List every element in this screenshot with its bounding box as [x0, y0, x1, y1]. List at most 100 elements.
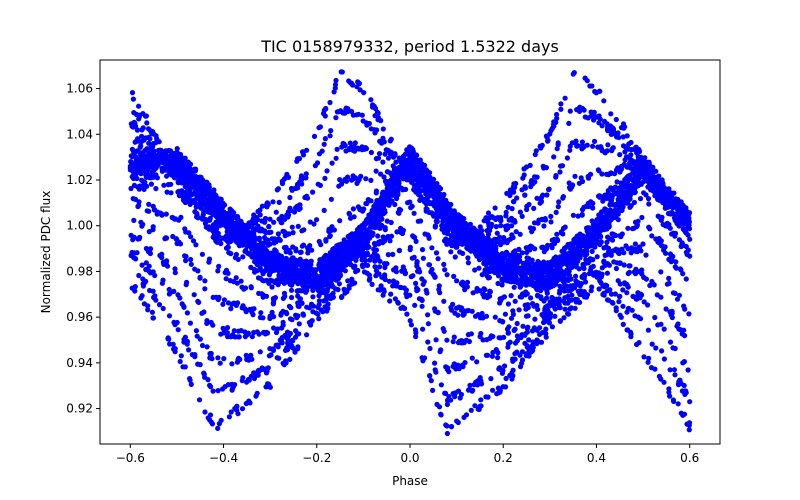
data-point	[412, 302, 418, 308]
data-point	[246, 251, 252, 257]
data-point	[304, 332, 310, 338]
data-point	[425, 339, 431, 345]
data-point	[289, 255, 296, 261]
data-point	[328, 196, 334, 202]
data-point	[151, 148, 157, 154]
data-point	[573, 138, 579, 144]
data-point	[507, 254, 513, 260]
data-point	[591, 270, 598, 276]
data-point	[335, 287, 341, 293]
data-point	[523, 245, 529, 251]
data-point	[616, 293, 623, 300]
data-point	[628, 152, 634, 158]
data-point	[364, 227, 370, 233]
data-point	[367, 275, 373, 281]
data-point	[555, 142, 561, 148]
data-point	[158, 151, 164, 157]
data-point	[570, 71, 576, 77]
data-point	[568, 297, 575, 303]
data-point	[134, 138, 140, 144]
data-point	[388, 149, 394, 155]
data-point	[604, 270, 611, 276]
data-point	[390, 278, 397, 284]
data-point	[629, 307, 635, 313]
data-point	[373, 168, 379, 174]
data-point	[610, 145, 616, 151]
data-point	[273, 209, 279, 215]
data-point	[361, 269, 368, 275]
data-point	[547, 131, 553, 137]
data-point	[620, 303, 626, 309]
data-point	[293, 257, 299, 264]
data-point	[296, 321, 302, 327]
data-point	[281, 245, 287, 251]
data-point	[653, 345, 659, 351]
data-point	[404, 311, 410, 317]
data-point	[333, 77, 339, 84]
data-point	[273, 342, 279, 348]
data-point	[504, 190, 510, 196]
data-point	[310, 309, 316, 315]
data-point	[658, 294, 664, 300]
data-point	[588, 199, 594, 205]
data-point	[501, 254, 507, 260]
data-point	[363, 176, 369, 182]
data-point	[383, 147, 389, 153]
data-point	[582, 75, 588, 81]
data-point	[388, 291, 394, 297]
data-point	[166, 291, 172, 297]
data-point	[132, 120, 138, 126]
data-point	[624, 283, 631, 289]
data-point	[352, 280, 358, 286]
data-point	[359, 147, 365, 153]
data-point	[337, 218, 343, 224]
data-point	[596, 120, 602, 126]
data-point	[625, 306, 631, 312]
data-point	[287, 356, 293, 362]
data-point	[565, 293, 571, 300]
data-point	[652, 366, 658, 372]
data-point	[662, 202, 668, 208]
data-point	[632, 189, 638, 195]
data-point	[598, 144, 604, 150]
data-point	[407, 318, 413, 324]
data-point	[551, 154, 557, 160]
data-point	[453, 362, 459, 368]
data-point	[287, 194, 293, 201]
data-point	[620, 287, 626, 293]
data-point	[616, 299, 622, 305]
data-point	[350, 112, 356, 118]
data-point	[659, 348, 665, 354]
data-point	[545, 138, 551, 144]
data-point	[501, 238, 507, 244]
data-point	[130, 172, 137, 179]
data-point	[554, 111, 560, 118]
data-point	[553, 209, 559, 215]
data-point	[667, 339, 674, 345]
data-point	[345, 278, 351, 284]
data-point	[612, 130, 618, 136]
data-point	[249, 231, 255, 237]
chart-title: TIC 0158979332, period 1.5322 days	[260, 37, 559, 56]
data-point	[384, 169, 390, 175]
data-point	[179, 176, 185, 182]
data-point	[614, 134, 620, 140]
data-point	[177, 152, 183, 158]
data-point	[619, 195, 625, 201]
data-point	[622, 157, 628, 163]
data-point	[627, 329, 634, 335]
data-point	[522, 185, 529, 191]
data-point	[139, 293, 145, 299]
data-point	[572, 305, 578, 311]
data-point	[363, 200, 369, 207]
data-point	[293, 248, 299, 254]
data-point	[518, 334, 524, 341]
data-point	[270, 346, 276, 352]
data-point	[228, 409, 234, 415]
data-point	[541, 165, 547, 171]
data-point	[267, 216, 273, 222]
data-point	[383, 178, 389, 184]
data-point	[276, 199, 282, 205]
data-point	[439, 223, 445, 229]
data-point	[513, 180, 519, 187]
